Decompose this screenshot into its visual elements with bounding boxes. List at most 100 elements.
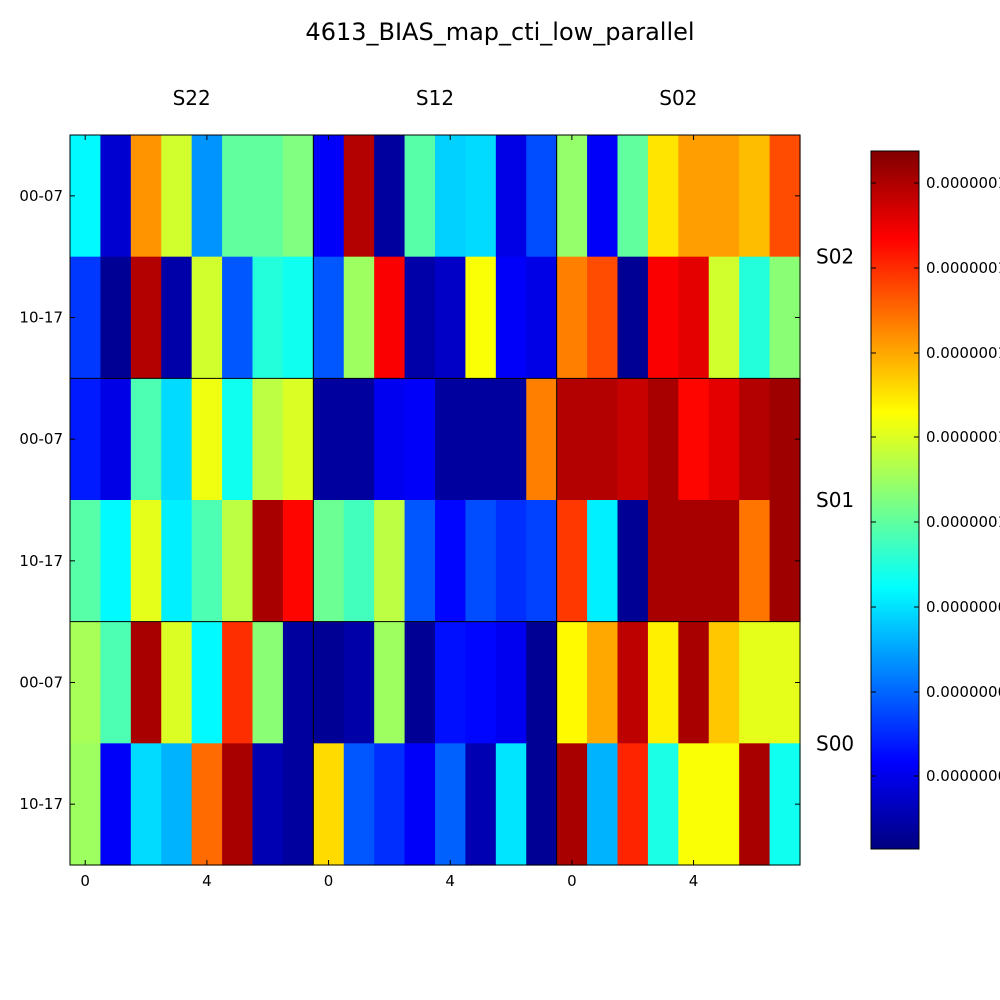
- heatmap-cell: [343, 500, 375, 623]
- heatmap-cell: [647, 500, 679, 623]
- heatmap-cell: [374, 135, 406, 258]
- heatmap-cell: [374, 500, 406, 623]
- x-tick-label: 4: [689, 872, 699, 890]
- heatmap-cell: [465, 500, 497, 623]
- heatmap-cell: [708, 135, 740, 258]
- heatmap-cell: [222, 378, 254, 501]
- heatmap-cell: [100, 500, 132, 623]
- heatmap-cell: [465, 621, 497, 744]
- heatmap-cell: [708, 378, 740, 501]
- heatmap-cell: [252, 378, 284, 501]
- heatmap-cell: [647, 621, 679, 744]
- heatmap-cell: [70, 621, 102, 744]
- colorbar-bar: [870, 150, 920, 850]
- heatmap-cell: [556, 135, 588, 258]
- heatmap-cell: [526, 256, 558, 379]
- heatmap-cell: [587, 743, 619, 866]
- x-tick-label: 0: [324, 872, 334, 890]
- heatmap-cell: [708, 256, 740, 379]
- heatmap-cell: [282, 621, 314, 744]
- heatmap-cell: [191, 621, 223, 744]
- colorbar-tick-label: 0.0000001: [926, 259, 1000, 277]
- heatmap-cell: [191, 378, 223, 501]
- x-tick-label: 4: [202, 872, 212, 890]
- heatmap-cell: [739, 135, 771, 258]
- heatmap-cell: [678, 743, 710, 866]
- heatmap-cell: [739, 378, 771, 501]
- heatmap-cell: [587, 256, 619, 379]
- heatmap-cell: [222, 135, 254, 258]
- heatmap-cell: [161, 621, 193, 744]
- heatmap-cell: [252, 256, 284, 379]
- heatmap-cell: [343, 378, 375, 501]
- row-labels: 00-07 10-17 00-07 10-17 00-07 10-17: [19, 187, 63, 813]
- heatmap-cell: [647, 378, 679, 501]
- heatmap-cell: [708, 743, 740, 866]
- heatmap-cell: [404, 743, 436, 866]
- heatmap-cell: [678, 378, 710, 501]
- heatmap-cell: [161, 256, 193, 379]
- heatmap-cell: [556, 743, 588, 866]
- heatmap-cell: [495, 256, 527, 379]
- heatmap-cell: [70, 500, 102, 623]
- heatmap-cell: [556, 378, 588, 501]
- heatmap-cell: [343, 256, 375, 379]
- heatmap-cell: [70, 743, 102, 866]
- heatmap-cell: [191, 743, 223, 866]
- heatmap-cell: [495, 500, 527, 623]
- heatmap-cell: [435, 378, 467, 501]
- heatmap-cell: [130, 743, 162, 866]
- heatmap-cell: [100, 256, 132, 379]
- heatmap-cell: [587, 135, 619, 258]
- heatmap-cell: [313, 135, 345, 258]
- heatmap-cell: [435, 621, 467, 744]
- heatmap-cell: [739, 743, 771, 866]
- heatmap-cell: [435, 743, 467, 866]
- heatmap-cell: [100, 135, 132, 258]
- heatmap-cell: [404, 378, 436, 501]
- column-group-labels: S22 S12 S02: [173, 86, 698, 110]
- heatmap-cell: [678, 135, 710, 258]
- heatmap-cell: [556, 500, 588, 623]
- heatmap-cell: [70, 378, 102, 501]
- heatmap-cell: [526, 500, 558, 623]
- column-group-label: S12: [416, 86, 454, 110]
- heatmap-cell: [343, 621, 375, 744]
- heatmap-cell: [130, 256, 162, 379]
- heatmap-cell: [556, 621, 588, 744]
- colorbar-tick-label: 0.0000001: [926, 428, 1000, 446]
- heatmap-cell: [404, 256, 436, 379]
- heatmap-cell: [161, 500, 193, 623]
- heatmap-cell: [161, 743, 193, 866]
- heatmap-cell: [282, 135, 314, 258]
- axis-ticks: 0 4 0 4 0 4: [70, 135, 800, 890]
- heatmap-cell: [313, 500, 345, 623]
- row-group-label: S00: [816, 731, 854, 755]
- heatmap-cell: [587, 621, 619, 744]
- heatmap-cell: [617, 135, 649, 258]
- heatmap-cell: [435, 256, 467, 379]
- heatmap-cell: [191, 500, 223, 623]
- heatmap-cell: [313, 743, 345, 866]
- heatmap-cell: [465, 256, 497, 379]
- heatmap-cell: [526, 378, 558, 501]
- heatmap-cell: [404, 500, 436, 623]
- heatmap-cell: [678, 256, 710, 379]
- segment-separators: [70, 135, 800, 865]
- colorbar-tick-label: 0.0000001: [926, 513, 1000, 531]
- x-tick-label: 0: [567, 872, 577, 890]
- colorbar: 0.0000001 0.0000001 0.0000001 0.0000001 0.00…: [870, 150, 1000, 850]
- column-group-label: S02: [659, 86, 697, 110]
- heatmap-cell: [647, 256, 679, 379]
- heatmap-cell: [404, 621, 436, 744]
- heatmap-cell: [495, 378, 527, 501]
- heatmap-cell: [252, 621, 284, 744]
- column-group-label: S22: [173, 86, 211, 110]
- heatmap-cell: [282, 256, 314, 379]
- heatmap-cell: [70, 135, 102, 258]
- heatmap-cell: [191, 256, 223, 379]
- heatmap-cell: [647, 135, 679, 258]
- heatmap-cell: [374, 743, 406, 866]
- row-label: 00-07: [19, 430, 63, 448]
